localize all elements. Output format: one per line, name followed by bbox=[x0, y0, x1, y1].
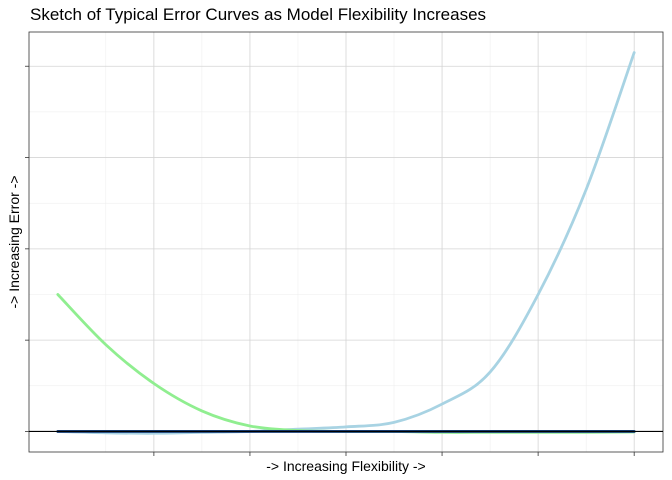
series-line-0 bbox=[56, 51, 636, 435]
x-axis-label: -> Increasing Flexibility -> bbox=[266, 458, 426, 474]
y-axis-label: -> Increasing Error -> bbox=[6, 175, 22, 308]
axis-ticks bbox=[25, 65, 635, 456]
grid-major bbox=[29, 32, 663, 452]
chart-title: Sketch of Typical Error Curves as Model … bbox=[30, 5, 487, 24]
